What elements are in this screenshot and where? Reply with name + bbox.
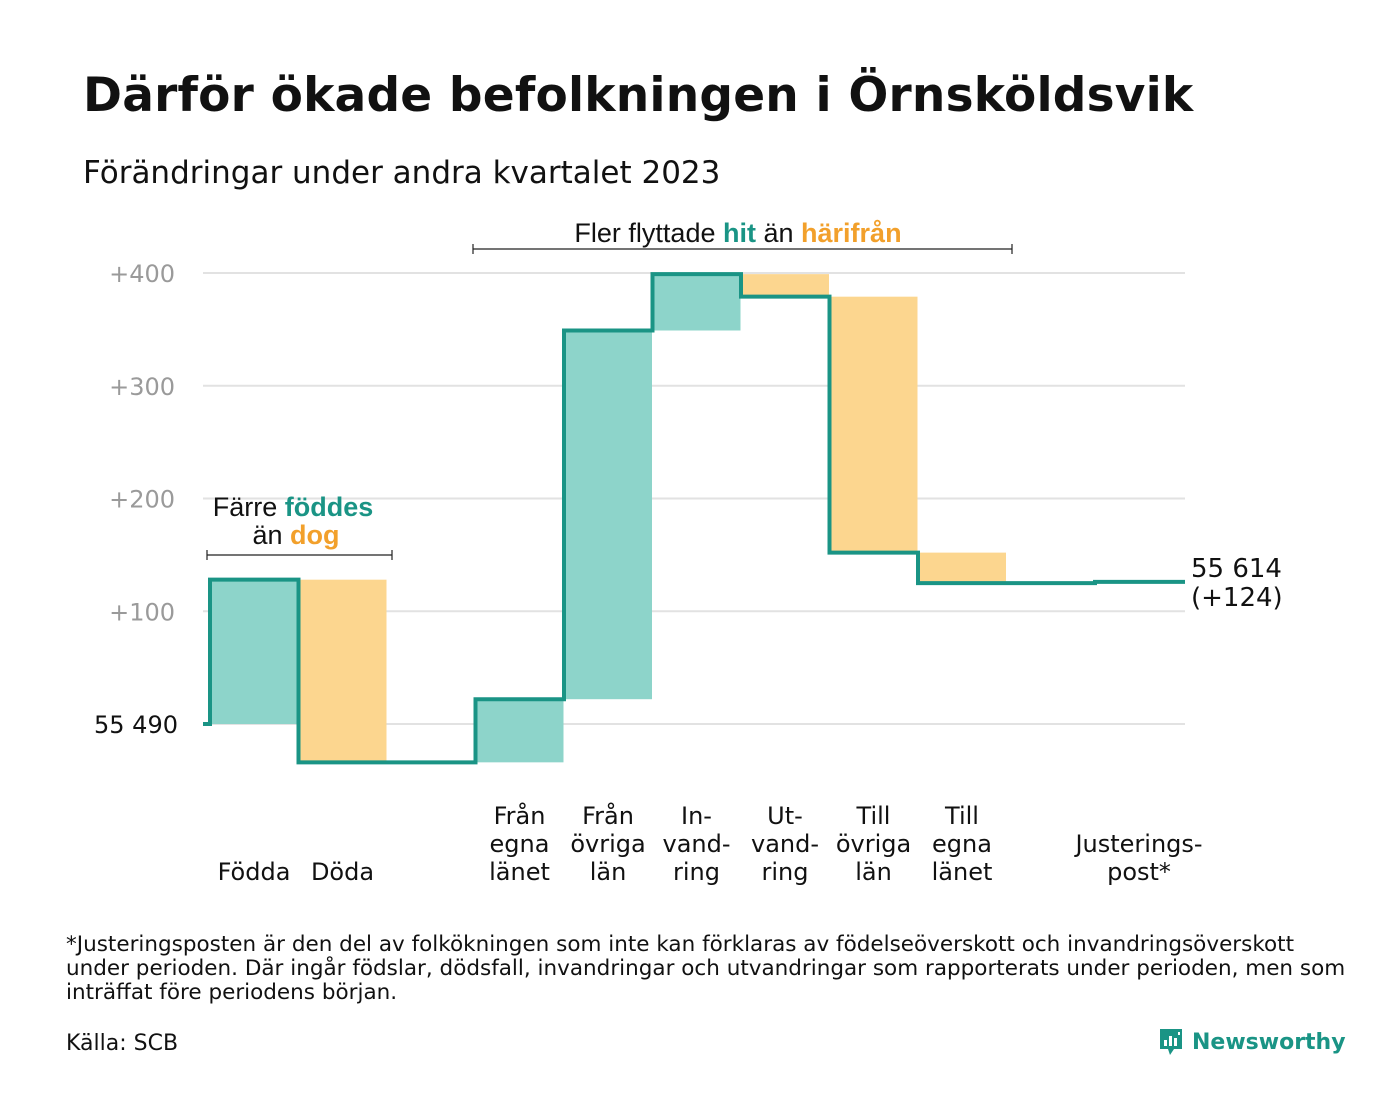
category-label: Från egna länet [489,801,550,886]
category-label: Döda [311,858,374,886]
bar-frånegnalänet [475,699,564,763]
y-axis-ticks: 55 490 +100 +200 +300 +400 [94,260,178,739]
end-change-label: (+124) [1191,583,1283,613]
category-label: Till övriga län [836,802,911,886]
bar-in-vand-ring [652,274,741,331]
births-bracket [206,550,393,560]
newsworthy-logo-icon [1160,1029,1182,1055]
category-labels: Födda Döda Från egna länet Från övriga länIn-va… [218,801,1203,886]
baseline-label: 55 490 [94,711,178,739]
brand[interactable]: Newsworthy [1158,1027,1346,1057]
category-label: Justerings-post* [1073,830,1202,886]
bar-frånövrigalän [564,330,652,700]
bar-döda [298,579,387,763]
category-label: Till egna länet [932,802,993,886]
cumulative-step-line [203,272,1185,765]
step-line [203,272,1185,765]
footnote: *Justeringsposten är den del av folkökni… [66,932,1346,1005]
brand-name: Newsworthy [1192,1029,1346,1055]
y-tick-label: +400 [109,260,175,288]
births-annotation-line2: än dog [252,520,339,550]
y-tick-label: +200 [109,486,175,514]
bar-ut-vand-ring [741,274,829,297]
end-labels: 55 614(+124) [1191,554,1283,613]
bar-födda [210,579,298,724]
y-tick-label: +300 [109,373,175,401]
y-tick-label: +100 [109,598,175,626]
waterfall-chart: 55 490 +100 +200 +300 +400 Födda Döda Från egna… [94,218,1283,886]
bar-tillegnalänet [918,552,1006,584]
bar-tillövrigalän [829,296,918,553]
end-value-label: 55 614 [1191,554,1282,584]
source-label: Källa: SCB [66,1031,179,1056]
bars [210,274,1006,763]
category-label: Ut-vand-ring [751,802,819,886]
migration-annotation: Fler flyttade hit än härifrån [574,218,901,248]
chart-title: Därför ökade befolkningen i Örnsköldsvik [83,68,1194,123]
births-annotation-line1: Färre föddes [213,492,374,522]
category-label: Från övriga län [570,801,645,886]
migration-bracket [472,244,1013,254]
chart-subtitle: Förändringar under andra kvartalet 2023 [83,155,721,191]
category-label: In-vand-ring [662,802,730,886]
category-label: Födda [218,858,291,886]
